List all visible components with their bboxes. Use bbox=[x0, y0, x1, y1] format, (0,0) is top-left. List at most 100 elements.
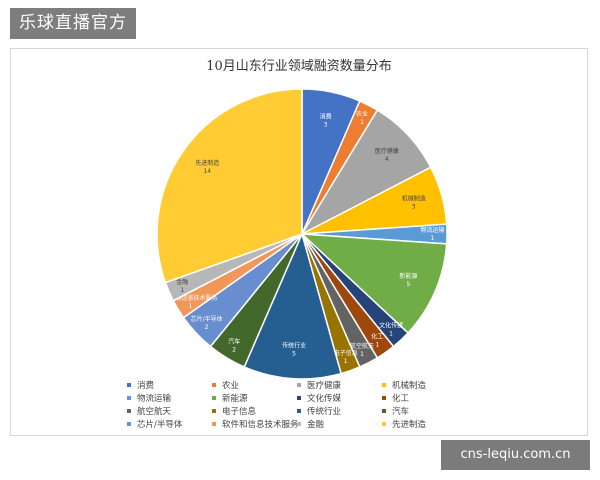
slice-value-label: 1 bbox=[189, 303, 193, 310]
legend-swatch bbox=[127, 382, 131, 387]
slice-name-label: 医疗健康 bbox=[375, 147, 399, 155]
legend-item: 先进制造 bbox=[382, 418, 467, 430]
slice-name-label: 软件和信息技术服务 bbox=[163, 294, 217, 302]
slice-name-label: 航空航天 bbox=[350, 342, 374, 350]
legend-label: 软件和信息技术服务 bbox=[222, 419, 299, 430]
legend-swatch bbox=[212, 382, 216, 387]
legend-item: 汽车 bbox=[382, 405, 467, 417]
legend-swatch bbox=[212, 408, 216, 413]
slice-name-label: 农业 bbox=[356, 110, 368, 118]
slice-data-label: 消费3 bbox=[320, 112, 332, 128]
legend-swatch bbox=[127, 421, 131, 426]
legend-swatch bbox=[297, 421, 301, 426]
slice-data-label: 农业1 bbox=[356, 110, 368, 126]
pie-slice bbox=[156, 88, 303, 284]
slice-name-label: 电子信息 bbox=[334, 349, 358, 357]
legend-label: 航空航天 bbox=[137, 406, 172, 417]
slice-name-label: 汽车 bbox=[228, 338, 240, 346]
legend-label: 物流运输 bbox=[137, 393, 172, 404]
legend-item: 农业 bbox=[212, 379, 297, 391]
slice-value-label: 1 bbox=[375, 342, 379, 349]
slice-value-label: 1 bbox=[389, 330, 393, 337]
legend-swatch bbox=[212, 395, 216, 400]
brand-label: 乐球直播官方 bbox=[19, 13, 127, 33]
slice-data-label: 汽车2 bbox=[228, 338, 240, 354]
slice-value-label: 1 bbox=[180, 287, 184, 294]
slice-data-label: 金融1 bbox=[176, 278, 188, 294]
slice-value-label: 1 bbox=[431, 235, 435, 242]
legend-swatch bbox=[382, 395, 386, 400]
legend-label: 金融 bbox=[307, 419, 325, 430]
legend-label: 先进制造 bbox=[392, 419, 427, 430]
slice-name-label: 化工 bbox=[371, 333, 383, 341]
pie-slice bbox=[243, 231, 343, 380]
legend-swatch bbox=[297, 408, 301, 413]
legend-swatch bbox=[382, 408, 386, 413]
legend-label: 医疗健康 bbox=[307, 380, 342, 391]
slice-value-label: 14 bbox=[203, 168, 211, 175]
slice-name-label: 物流运输 bbox=[420, 226, 444, 234]
slice-name-label: 芯片/半导体 bbox=[191, 315, 223, 323]
slice-name-label: 新能源 bbox=[399, 272, 417, 280]
legend-label: 芯片/半导体 bbox=[137, 419, 183, 430]
chart-title: 10月山东行业领域融资数量分布 bbox=[206, 59, 392, 74]
slice-value-label: 2 bbox=[232, 347, 236, 354]
slice-value-label: 1 bbox=[360, 351, 364, 358]
slice-value-label: 5 bbox=[292, 351, 296, 358]
legend-item: 物流运输 bbox=[127, 392, 212, 404]
legend-label: 传统行业 bbox=[307, 406, 342, 417]
legend-item: 新能源 bbox=[212, 392, 297, 404]
legend-swatch bbox=[382, 382, 386, 387]
slice-name-label: 机械制造 bbox=[402, 195, 426, 203]
slice-value-label: 2 bbox=[205, 324, 209, 331]
legend-label: 农业 bbox=[222, 380, 240, 391]
legend-item: 文化传媒 bbox=[297, 392, 382, 404]
slice-name-label: 先进制造 bbox=[195, 159, 219, 167]
legend-label: 机械制造 bbox=[392, 380, 427, 391]
slice-value-label: 5 bbox=[406, 281, 410, 288]
legend-label: 汽车 bbox=[392, 406, 410, 417]
slice-name-label: 传统行业 bbox=[282, 342, 306, 350]
watermark-label: cns-leqiu.com.cn bbox=[460, 447, 571, 462]
legend-swatch bbox=[127, 395, 131, 400]
site-watermark: cns-leqiu.com.cn bbox=[441, 440, 590, 470]
legend-label: 消费 bbox=[137, 380, 155, 391]
legend-item: 化工 bbox=[382, 392, 467, 404]
slice-value-label: 4 bbox=[385, 156, 389, 163]
legend-swatch bbox=[297, 382, 301, 387]
legend-item: 机械制造 bbox=[382, 379, 467, 391]
legend-item: 消费 bbox=[127, 379, 212, 391]
slice-value-label: 3 bbox=[412, 204, 416, 211]
slice-value-label: 3 bbox=[324, 121, 328, 128]
slice-name-label: 文化传媒 bbox=[379, 321, 403, 329]
legend-item: 医疗健康 bbox=[297, 379, 382, 391]
brand-badge: 乐球直播官方 bbox=[10, 8, 136, 39]
slice-value-label: 1 bbox=[360, 119, 364, 126]
slice-value-label: 1 bbox=[344, 358, 348, 365]
legend-swatch bbox=[212, 421, 216, 426]
legend-item: 传统行业 bbox=[297, 405, 382, 417]
legend-swatch bbox=[297, 395, 301, 400]
legend-label: 文化传媒 bbox=[307, 393, 342, 404]
legend-swatch bbox=[127, 408, 131, 413]
chart-card: 10月山东行业领域融资数量分布 消费 3 农业 1 医疗健康 4 机械制造 3 物流运输 1 新能源… bbox=[10, 48, 588, 436]
legend-item: 电子信息 bbox=[212, 405, 297, 417]
legend-label: 化工 bbox=[392, 393, 410, 404]
chart-legend: 消费 农业 医疗健康 机械制造物流运输 新能源 文化传媒 化工航空航天 电子信息 传统行业 汽车芯… bbox=[127, 379, 467, 430]
legend-item: 软件和信息技术服务 bbox=[212, 418, 299, 430]
slice-name-label: 金融 bbox=[176, 278, 188, 286]
pie-slice bbox=[299, 233, 448, 335]
slice-data-label: 化工1 bbox=[371, 333, 383, 349]
legend-label: 新能源 bbox=[222, 393, 248, 404]
legend-item: 航空航天 bbox=[127, 405, 212, 417]
